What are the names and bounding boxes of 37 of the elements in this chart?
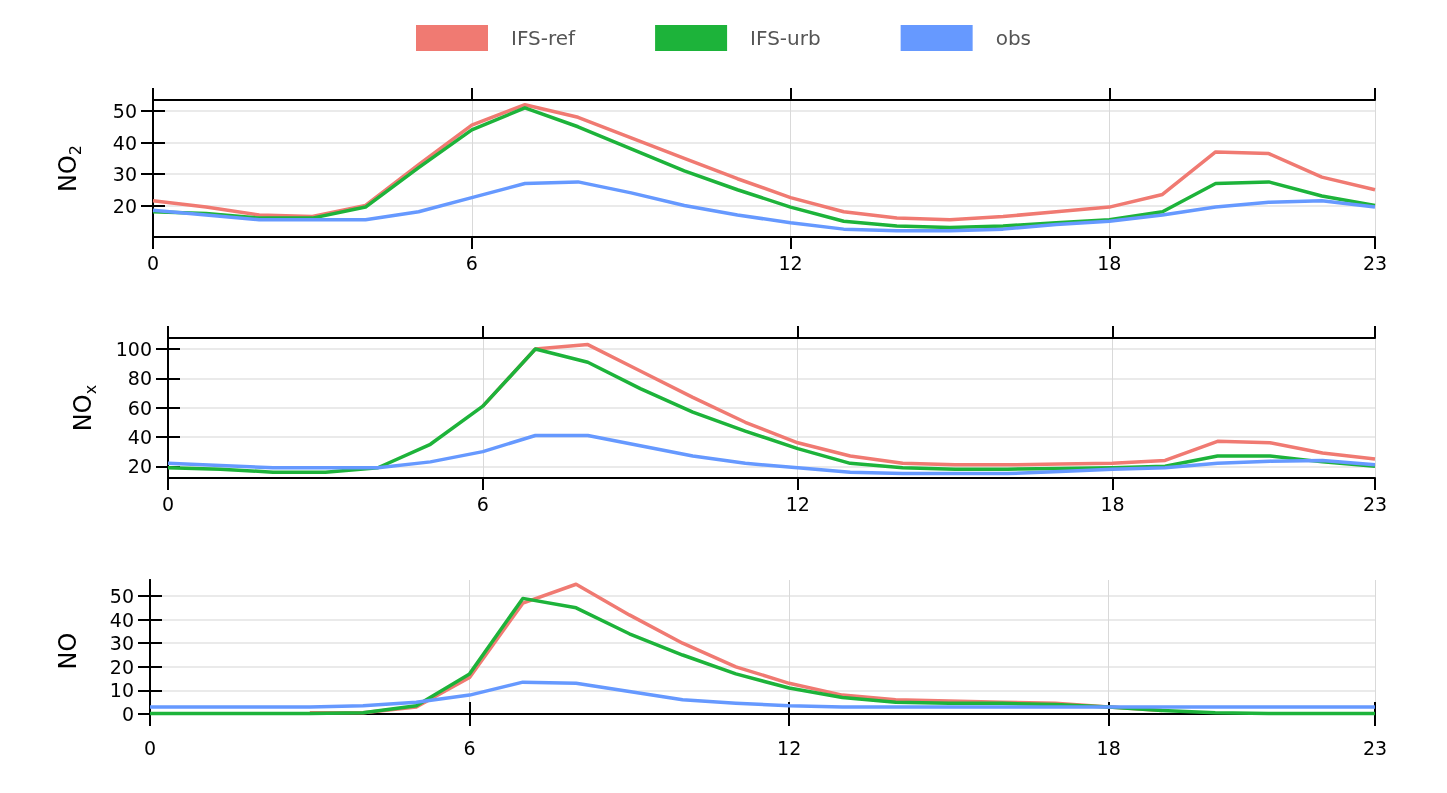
y-tick-label: 50 [109, 585, 134, 608]
x-tick-label: 23 [1362, 492, 1388, 515]
x-tick-label: 12 [777, 736, 802, 759]
y-tick-label: 100 [115, 337, 152, 360]
x-tick-label: 0 [161, 492, 175, 515]
x-tick-label: 6 [463, 736, 476, 759]
y-tick-label: 60 [127, 396, 152, 419]
y-axis-title: NO [54, 632, 82, 670]
y-tick-label: 40 [109, 608, 134, 631]
x-tick-label: 6 [476, 492, 489, 515]
x-tick-label: 18 [1100, 492, 1125, 515]
y-axis-title: NO2 [54, 144, 85, 193]
x-tick-label: 6 [465, 251, 478, 274]
x-tick-label: 12 [778, 251, 803, 274]
x-tick-label: 18 [1097, 251, 1122, 274]
legend-label: obs [995, 26, 1032, 50]
legend-label: IFS-ref [511, 26, 577, 50]
line-series [148, 680, 1377, 709]
y-axis-title: NOx [69, 384, 100, 432]
y-tick-label: 80 [127, 367, 152, 390]
y-tick-label: 20 [127, 455, 152, 478]
line-series [151, 180, 1377, 233]
y-tick-label: 10 [109, 679, 134, 702]
y-tick-label: 20 [112, 194, 137, 217]
y-tick-label: 20 [109, 655, 134, 678]
y-tick-label: 40 [112, 131, 137, 154]
legend-label: IFS-urb [750, 26, 821, 50]
y-tick-label: 30 [112, 163, 137, 186]
x-tick-label: 12 [785, 492, 810, 515]
y-tick-label: 40 [127, 425, 152, 448]
y-tick-label: 50 [112, 100, 137, 123]
line-series [148, 596, 1377, 716]
x-tick-label: 18 [1096, 736, 1121, 759]
x-tick-label: 23 [1362, 251, 1388, 274]
y-tick-label: 30 [109, 632, 134, 655]
x-tick-label: 23 [1362, 736, 1388, 759]
y-tick-label: 0 [121, 702, 134, 725]
